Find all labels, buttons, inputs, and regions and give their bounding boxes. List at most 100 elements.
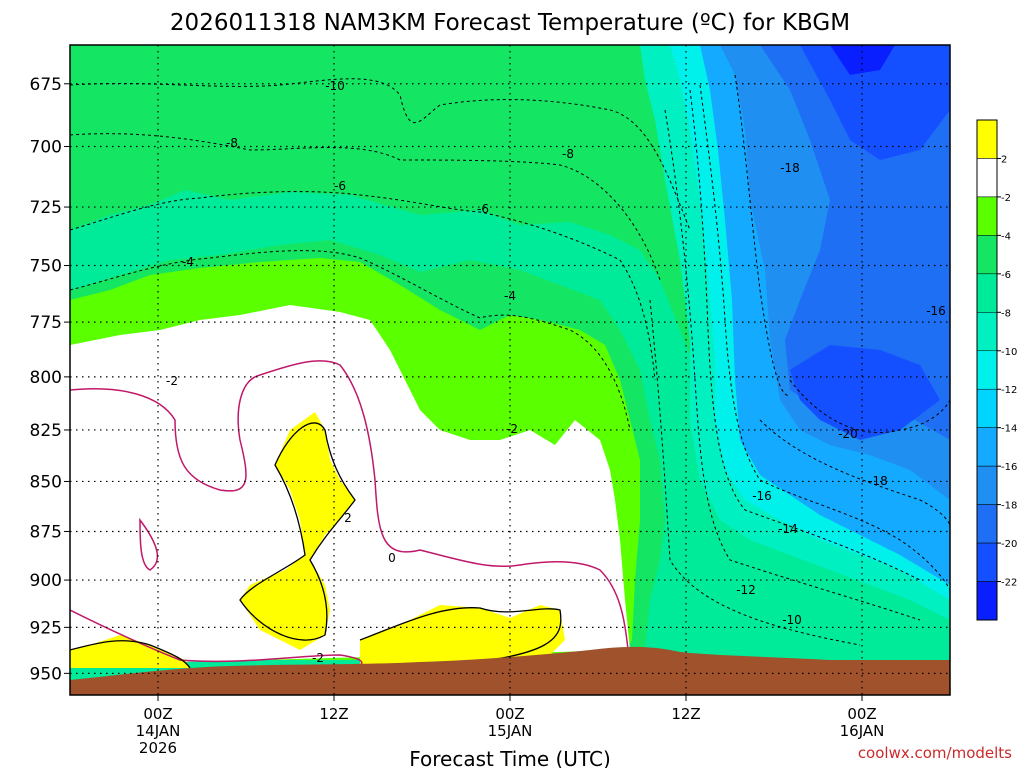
y-tick-label: 900 [30, 571, 62, 591]
contour-lines [70, 74, 950, 646]
colorbar-tick-label: -22 [1001, 578, 1017, 589]
colorbar-tick-label: -16 [1001, 462, 1017, 473]
y-tick-label: 750 [30, 257, 62, 277]
contour-0-left [70, 360, 629, 651]
x-tick-label: 15JAN [488, 722, 533, 740]
contour-label: -8 [562, 147, 574, 161]
contour-0-bottom [70, 609, 363, 666]
x-tick-label: 12Z [319, 705, 348, 723]
contour-minus10 [70, 78, 691, 231]
contour-label: -20 [838, 427, 858, 441]
contour-label: -6 [477, 202, 489, 216]
y-tick-label: 850 [30, 472, 62, 492]
freezing-lines [70, 360, 629, 666]
y-tick-label: 950 [30, 664, 62, 684]
contour-label: -2 [506, 422, 518, 436]
x-tick-label: 00Z [495, 705, 524, 723]
colorbar-swatch [976, 350, 998, 390]
contour-0-loop [139, 517, 159, 571]
x-axis-label: Forecast Time (UTC) [409, 747, 611, 768]
contour-minus10-lower [649, 299, 861, 646]
colorbar-tick-label: -10 [1001, 347, 1017, 358]
x-tick-label: 14JAN [136, 722, 181, 740]
contour-minus6 [70, 191, 656, 381]
colorbar-swatch [976, 196, 998, 236]
contour-2-a [239, 422, 356, 641]
contour-label: -10 [325, 79, 345, 93]
y-axis: 675 700 725 750 775 800 825 850 875 900 925 950 [30, 75, 70, 684]
y-tick-label: 725 [30, 198, 62, 218]
plus2-lines [70, 422, 562, 669]
colorbar-swatch [976, 273, 998, 313]
y-tick-label: 875 [30, 522, 62, 542]
colorbar: 2 -2 -4 -6 -8 -10 -12 -14 -16 -18 -20 -22 [976, 119, 1017, 621]
contour-label: -6 [334, 179, 346, 193]
contour-label: -4 [504, 289, 516, 303]
x-tick-label: 00Z [847, 705, 876, 723]
contour-label: 2 [344, 511, 352, 525]
colorbar-tick-label: -2 [1001, 193, 1011, 204]
colorbar-tick-label: 2 [1001, 154, 1007, 165]
colorbar-swatch [976, 427, 998, 467]
x-tick-label: 00Z [143, 705, 172, 723]
contour-minus12 [664, 109, 921, 621]
y-tick-label: 800 [30, 368, 62, 388]
contour-label: -16 [752, 489, 772, 503]
colorbar-tick-label: -6 [1001, 270, 1011, 281]
y-tick-label: 925 [30, 618, 62, 638]
band-fill-above-plus2-a [240, 412, 355, 650]
contour-label: -8 [226, 136, 238, 150]
contour-minus18 [734, 74, 791, 396]
contour-label: -2 [312, 651, 324, 665]
contour-2-b [359, 607, 562, 666]
colorbar-swatch [976, 581, 998, 621]
terrain-fill [70, 646, 950, 695]
contour-minus16 [699, 84, 950, 591]
contour-label: -18 [868, 474, 888, 488]
colorbar-swatch [976, 235, 998, 275]
chart-title: 2026011318 NAM3KM Forecast Temperature (… [170, 10, 850, 36]
contour-2-c [70, 640, 191, 669]
contour-label: -16 [926, 304, 946, 318]
y-tick-label: 700 [30, 138, 62, 158]
colorbar-tick-label: -14 [1001, 424, 1017, 435]
contour-label: -14 [778, 522, 798, 536]
y-tick-label: 825 [30, 421, 62, 441]
colorbar-swatch [976, 542, 998, 582]
contour-labels: -10-8-8-6-6-4-4-2-2-202-18-16-20-18-16-1… [166, 79, 946, 665]
contour-minus14 [689, 89, 921, 581]
contour-minus8 [70, 133, 661, 281]
x-tick-label: 12Z [671, 705, 700, 723]
credit-text: coolwx.com/modelts [858, 744, 1012, 762]
contour-label: -2 [166, 374, 178, 388]
colorbar-swatch [976, 388, 998, 428]
colorbar-swatch [976, 158, 998, 198]
colorbar-frame [976, 119, 998, 621]
contour-label: -12 [736, 583, 756, 597]
colorbar-swatch [976, 504, 998, 544]
band-fill-minus22-24 [830, 45, 895, 75]
y-tick-label: 775 [30, 313, 62, 333]
contour-minus4 [70, 250, 631, 431]
band-fill-above-minus2 [70, 305, 630, 665]
contour-label: -10 [782, 613, 802, 627]
colorbar-tick-label: -12 [1001, 385, 1017, 396]
plot-area [70, 45, 950, 695]
grid-lines [70, 45, 950, 695]
y-tick-label: 675 [30, 75, 62, 95]
contour-label: 0 [388, 551, 396, 565]
x-tick-label: 2026 [139, 739, 177, 757]
colorbar-swatch [976, 465, 998, 505]
colorbar-tick-label: -8 [1001, 308, 1011, 319]
contour-label: -18 [780, 161, 800, 175]
colorbar-tick-label: -18 [1001, 501, 1017, 512]
colorbar-swatch [976, 312, 998, 352]
band-fill-minus20-22-low [790, 345, 940, 440]
band-fill-minus20-22 [800, 45, 950, 160]
colorbar-swatch [976, 119, 998, 159]
x-tick-label: 16JAN [840, 722, 885, 740]
colorbar-tick-label: -4 [1001, 231, 1011, 242]
contour-label: -4 [182, 255, 194, 269]
